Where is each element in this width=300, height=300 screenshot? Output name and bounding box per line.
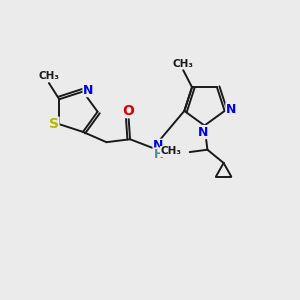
Text: H: H <box>153 148 163 161</box>
Text: CH₃: CH₃ <box>173 59 194 69</box>
Text: CH₃: CH₃ <box>160 146 182 157</box>
Text: O: O <box>123 104 134 118</box>
Text: N: N <box>153 139 164 152</box>
Text: N: N <box>226 103 236 116</box>
Text: S: S <box>49 117 59 131</box>
Text: N: N <box>83 84 93 97</box>
Text: CH₃: CH₃ <box>38 71 59 81</box>
Text: N: N <box>198 125 208 139</box>
